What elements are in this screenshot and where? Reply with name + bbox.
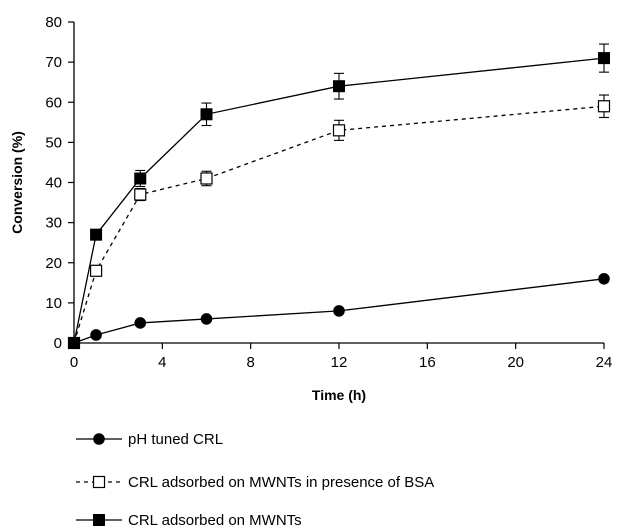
x-tick-label: 12 (331, 354, 348, 371)
data-point (597, 100, 611, 113)
data-point (598, 52, 610, 65)
x-tick-label: 16 (419, 354, 436, 371)
series-line (73, 57, 605, 344)
y-tick-label: 70 (45, 54, 62, 71)
series-group (67, 43, 611, 350)
y-tick-label: 0 (54, 335, 62, 352)
legend-marker (93, 514, 105, 526)
legend-item-2: CRL adsorbed on MWNTs in presence of BSA (76, 474, 434, 491)
legend-item-1: pH tuned CRL (76, 431, 223, 448)
axes: 0 4 8 12 16 20 24 0 10 20 30 40 50 60 70 80 (45, 14, 612, 371)
legend-label: pH tuned CRL (128, 431, 223, 448)
series-2 (67, 94, 611, 350)
x-tick-label: 4 (158, 354, 166, 371)
series-1 (68, 273, 610, 349)
legend-marker (92, 475, 106, 489)
y-tick-label: 80 (45, 14, 62, 31)
data-point (333, 305, 345, 317)
data-point (134, 188, 147, 201)
y-tick-label: 40 (45, 175, 62, 192)
data-point (332, 124, 346, 137)
x-tick-label: 8 (246, 354, 254, 371)
data-point (90, 228, 103, 241)
series-3 (68, 43, 610, 349)
y-tick-label: 30 (45, 215, 62, 232)
data-point (90, 329, 102, 341)
series-line (73, 105, 605, 344)
x-tick-label: 20 (507, 354, 524, 371)
data-point (200, 108, 213, 121)
legend: pH tuned CRL CRL adsorbed on MWNTs in pre… (76, 431, 434, 529)
y-axis-title: Conversion (%) (9, 131, 25, 234)
data-point (134, 317, 147, 329)
x-tick-label: 0 (70, 354, 78, 371)
y-tick-label: 20 (45, 255, 62, 272)
data-point (598, 273, 610, 285)
y-tick-label: 60 (45, 94, 62, 111)
x-axis-title: Time (h) (312, 387, 366, 403)
legend-item-3: CRL adsorbed on MWNTs (76, 512, 302, 529)
legend-marker (93, 433, 105, 445)
legend-label: CRL adsorbed on MWNTs (128, 512, 302, 529)
data-point (200, 172, 213, 185)
data-point (68, 337, 80, 349)
data-point (134, 172, 147, 185)
y-tick-label: 50 (45, 134, 62, 151)
data-point (333, 80, 345, 93)
data-point (89, 264, 103, 277)
x-tick-label: 24 (596, 354, 613, 371)
data-point (200, 313, 213, 325)
legend-label: CRL adsorbed on MWNTs in presence of BSA (128, 474, 434, 491)
y-tick-label: 10 (45, 295, 62, 312)
